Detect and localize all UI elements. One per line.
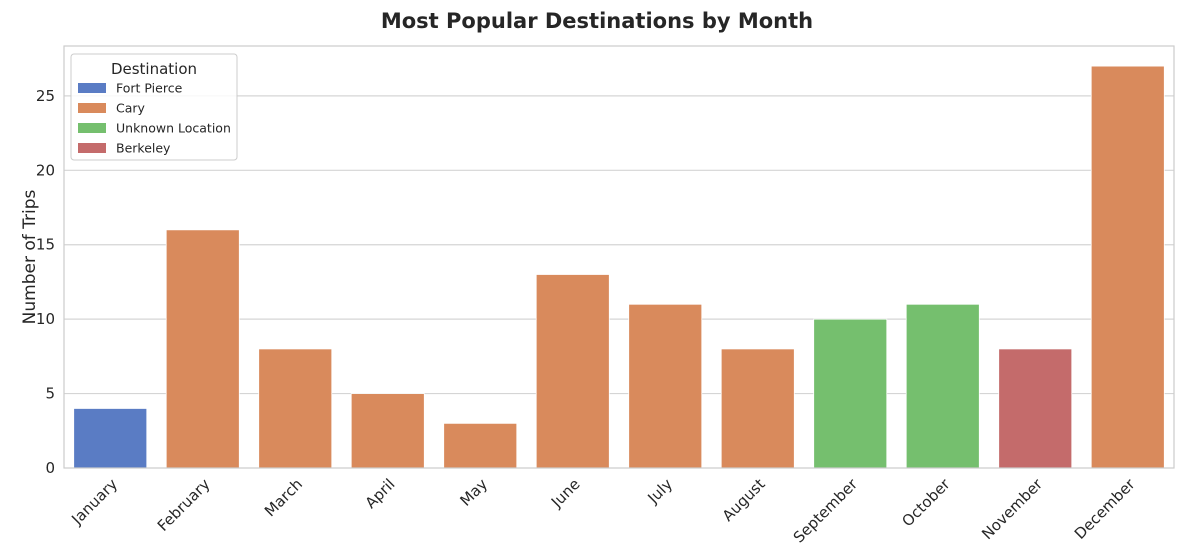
bar-november	[998, 348, 1073, 469]
y-tick-label: 20	[36, 161, 55, 179]
bar-june	[535, 274, 610, 469]
x-tick-label: December	[1071, 475, 1139, 543]
gridlines	[64, 95, 1174, 395]
x-tick-label: April	[362, 475, 399, 512]
x-tick-label: November	[978, 475, 1046, 543]
x-tick-label: June	[547, 475, 584, 512]
legend-box	[70, 53, 238, 161]
bar-march	[258, 348, 333, 469]
plot-frame	[63, 45, 1175, 469]
chart-title: Most Popular Destinations by Month	[381, 9, 813, 33]
legend-swatch	[78, 103, 106, 113]
legend-label: Berkeley	[116, 141, 171, 156]
y-axis-label: Number of Trips	[20, 189, 40, 324]
x-tick-label: July	[644, 475, 677, 508]
legend-title: Destination	[111, 60, 197, 78]
bar-february	[165, 229, 240, 469]
x-tick-label: August	[719, 475, 769, 525]
y-axis-ticks: 0 5 10 15 20 25	[36, 87, 55, 477]
y-tick-label: 5	[45, 385, 55, 403]
x-tick-label: February	[154, 475, 214, 535]
bar-may	[443, 422, 518, 469]
bar-september	[813, 318, 888, 469]
bars	[73, 65, 1165, 469]
y-tick-label: 10	[36, 310, 55, 328]
bar-october	[905, 303, 980, 469]
x-axis-ticks: January February March April May June July Augu…	[67, 475, 1139, 547]
x-tick-label: March	[261, 475, 306, 520]
legend-label: Unknown Location	[116, 121, 231, 136]
legend-swatch	[78, 143, 106, 153]
legend-label: Cary	[116, 101, 146, 116]
bar-december	[1090, 65, 1165, 469]
legend: Destination Fort Pierce Cary Unknown Locat…	[70, 53, 238, 161]
y-tick-label: 0	[45, 459, 55, 477]
x-tick-label: January	[67, 475, 121, 529]
bar-august	[720, 348, 795, 469]
legend-swatch	[78, 83, 106, 93]
y-tick-label: 15	[36, 236, 55, 254]
y-tick-label: 25	[36, 87, 55, 105]
x-tick-label: October	[898, 475, 954, 531]
bar-july	[628, 303, 703, 469]
legend-swatch	[78, 123, 106, 133]
bar-april	[350, 393, 425, 469]
bar-january	[73, 408, 148, 469]
x-tick-label: May	[456, 475, 491, 510]
x-tick-label: September	[790, 475, 862, 547]
legend-label: Fort Pierce	[116, 81, 183, 96]
